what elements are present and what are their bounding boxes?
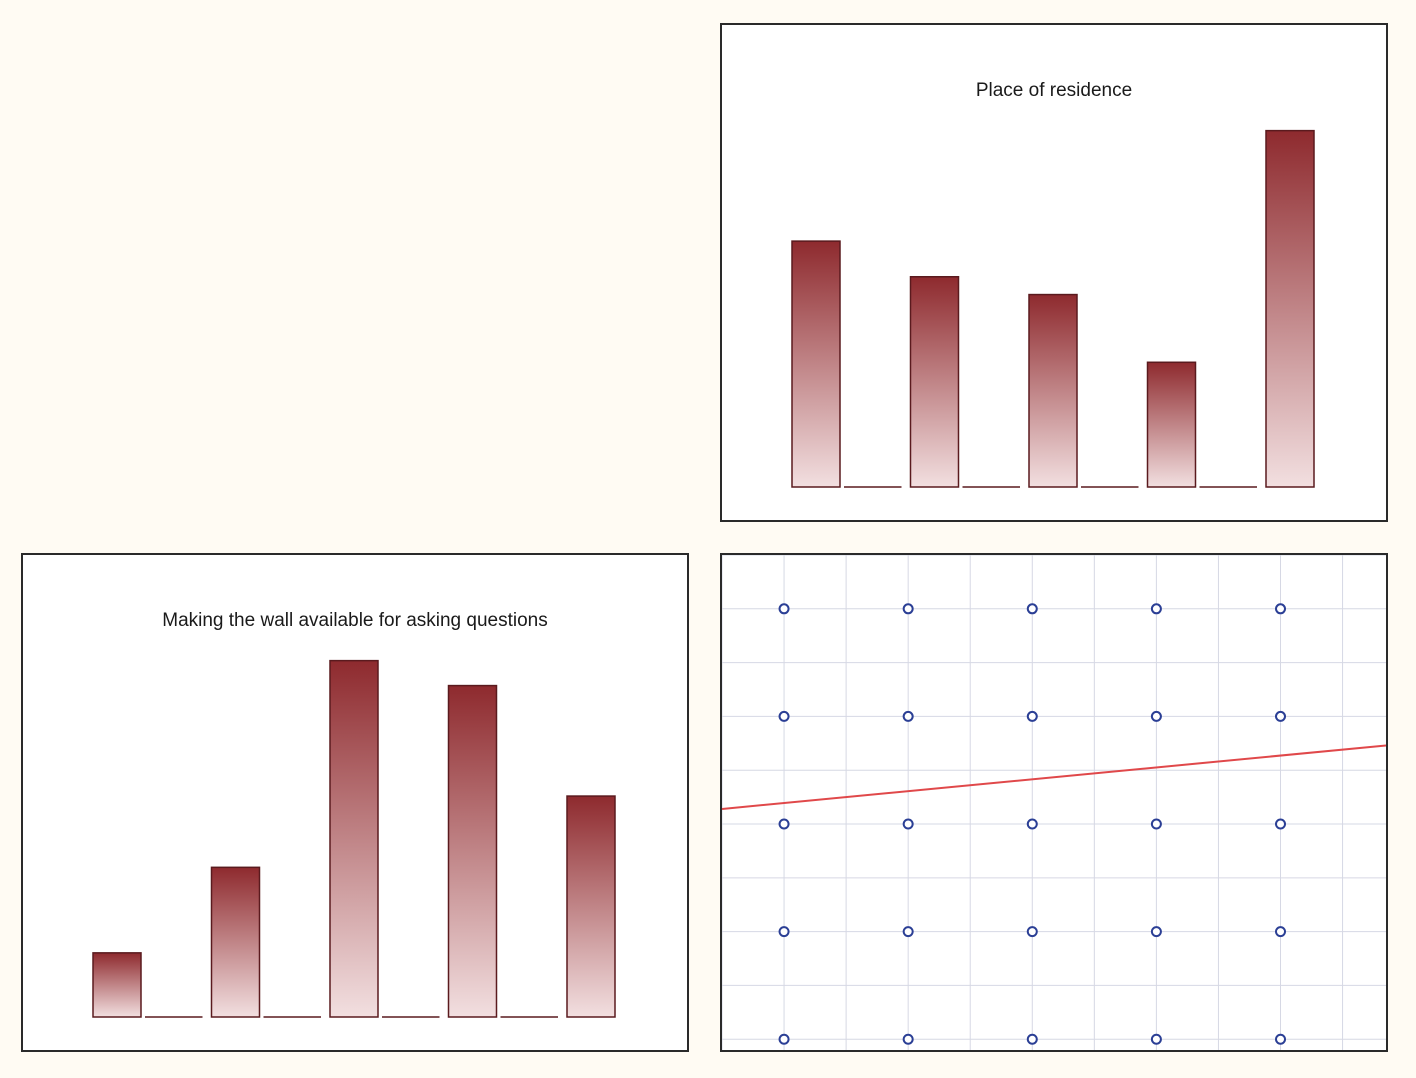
scatter-point <box>1026 710 1038 722</box>
scatter-point <box>902 926 914 938</box>
scatter-point <box>778 818 790 830</box>
bar <box>329 659 379 1018</box>
bar <box>566 795 616 1018</box>
scatter-point <box>1026 603 1038 615</box>
scatter-point <box>902 818 914 830</box>
scatter-point <box>778 603 790 615</box>
bar <box>1028 293 1078 488</box>
scatter-point <box>902 710 914 722</box>
bar <box>1146 361 1197 488</box>
scatter-point <box>778 926 790 938</box>
bar <box>909 275 960 488</box>
scatter-plot <box>722 555 1386 1050</box>
scatter-point <box>1275 926 1287 938</box>
scatter-point <box>1026 926 1038 938</box>
bar-chart-residence <box>791 129 1315 488</box>
chart-title: Place of residence <box>975 80 1133 101</box>
scatter-point <box>1150 603 1162 615</box>
scatter-point <box>1150 926 1162 938</box>
bar <box>791 240 841 488</box>
bar <box>92 952 142 1018</box>
scatter-point <box>1275 818 1287 830</box>
scatter-point <box>1275 1033 1287 1045</box>
scatter-point <box>1275 710 1287 722</box>
scatter-point <box>1150 710 1162 722</box>
scatter-point <box>902 603 914 615</box>
bar <box>210 866 261 1018</box>
scatter-point <box>1026 1033 1038 1045</box>
scatter-point <box>1026 818 1038 830</box>
scatter-point <box>778 1033 790 1045</box>
scatter-point <box>778 710 790 722</box>
chart-wall-questions: Making the wall available for asking que… <box>21 553 689 1052</box>
scatter-point <box>1275 603 1287 615</box>
bar <box>447 684 498 1018</box>
chart-title: Making the wall available for asking que… <box>162 610 548 631</box>
scatter-plot-panel <box>720 553 1388 1052</box>
bar <box>1265 129 1315 488</box>
scatter-point <box>1150 1033 1162 1045</box>
scatter-point <box>1150 818 1162 830</box>
chart-place-of-residence: Place of residence <box>720 23 1388 522</box>
bar-chart-wall <box>92 659 616 1018</box>
trend-line <box>722 744 1386 810</box>
scatter-point <box>902 1033 914 1045</box>
